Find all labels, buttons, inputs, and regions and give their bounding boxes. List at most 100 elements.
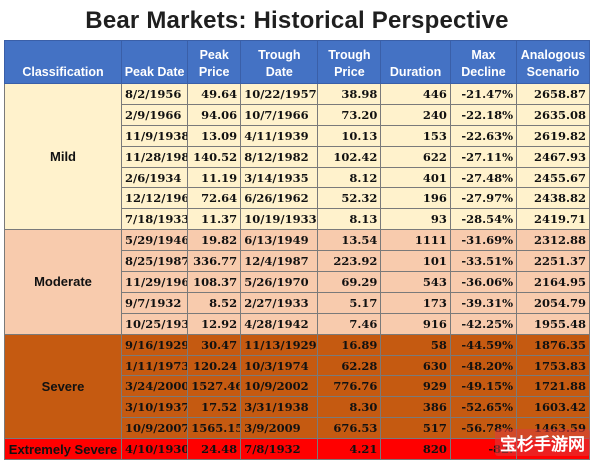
cell-peak-price: 11.37 bbox=[187, 208, 242, 231]
cell-analogous-scenario: 1753.83 bbox=[516, 354, 590, 377]
cell-trough-date: 4/11/1939 bbox=[240, 124, 319, 147]
cell-peak-price: 24.48 bbox=[187, 438, 242, 461]
cell-trough-price: 69.29 bbox=[317, 271, 382, 293]
cell-max-decline: -48.20% bbox=[449, 354, 518, 377]
cell-max-decline: -21.47% bbox=[449, 83, 518, 105]
cell-peak-price: 140.52 bbox=[187, 145, 242, 168]
cell-max-decline: -27.48% bbox=[449, 166, 518, 189]
cell-duration: 1111 bbox=[380, 229, 451, 252]
cell-peak-price: 12.92 bbox=[187, 312, 242, 335]
cell-peak-date: 12/12/1961 bbox=[120, 187, 189, 210]
table-row: 2/6/1934 11.19 3/14/1935 8.12 401 -27.48% 2455… bbox=[5, 166, 590, 189]
cell-analogous-scenario: 1603.42 bbox=[516, 396, 590, 419]
table-row: 1/11/1973 120.24 10/3/1974 62.28 630 -48.20% 1… bbox=[5, 354, 590, 377]
cell-analogous-scenario: 2658.87 bbox=[516, 83, 590, 105]
cell-analogous-scenario: 2455.67 bbox=[516, 166, 590, 189]
cell-trough-date: 12/4/1987 bbox=[240, 250, 319, 273]
classification-severe: Severe bbox=[4, 333, 122, 440]
cell-trough-price: 7.46 bbox=[317, 312, 382, 335]
cell-trough-date: 8/12/1982 bbox=[240, 145, 319, 168]
cell-peak-price: 1565.15 bbox=[187, 417, 242, 440]
cell-duration: 386 bbox=[380, 396, 451, 419]
cell-peak-price: 11.19 bbox=[187, 166, 242, 189]
classification-moderate: Moderate bbox=[4, 229, 122, 335]
cell-peak-date: 8/25/1987 bbox=[120, 250, 189, 273]
cell-duration: 93 bbox=[380, 208, 451, 231]
bear-markets-table: Classification Peak Date Peak Price Trou… bbox=[4, 40, 590, 461]
table-row: Severe 9/16/1929 30.47 11/13/1929 16.89 58 -44… bbox=[4, 333, 590, 440]
table-row: 11/9/1938 13.09 4/11/1939 10.13 153 -22.63% 26… bbox=[5, 124, 590, 147]
cell-peak-price: 108.37 bbox=[187, 271, 242, 293]
cell-trough-price: 62.28 bbox=[317, 354, 382, 377]
cell-max-decline: -36.06% bbox=[449, 271, 518, 293]
cell-max-decline: -33.51% bbox=[449, 250, 518, 273]
cell-trough-date: 4/28/1942 bbox=[240, 312, 319, 335]
cell-max-decline: -52.65% bbox=[449, 396, 518, 419]
cell-analogous-scenario: 2467.93 bbox=[516, 145, 590, 168]
cell-duration: 929 bbox=[380, 375, 451, 398]
cell-max-decline: -22.18% bbox=[449, 103, 518, 126]
table-row: Mild 8/2/1956 49.64 10/22/1957 38.98 446 -21.4… bbox=[4, 82, 590, 231]
cell-peak-date: 3/24/2000 bbox=[120, 375, 189, 398]
cell-trough-date: 10/9/2002 bbox=[240, 375, 319, 398]
cell-peak-date: 11/9/1938 bbox=[120, 124, 189, 147]
cell-duration: 240 bbox=[380, 103, 451, 126]
cell-peak-price: 49.64 bbox=[187, 83, 242, 105]
cell-analogous-scenario: 2619.82 bbox=[516, 124, 590, 147]
cell-duration: 401 bbox=[380, 166, 451, 189]
cell-peak-price: 17.52 bbox=[187, 396, 242, 419]
cell-max-decline: -42.25% bbox=[449, 312, 518, 335]
cell-max-decline: -49.15% bbox=[449, 375, 518, 398]
cell-duration: 58 bbox=[380, 333, 451, 356]
cell-peak-price: 72.64 bbox=[187, 187, 242, 210]
cell-peak-date: 2/6/1934 bbox=[120, 166, 189, 189]
cell-trough-price: 676.53 bbox=[317, 417, 382, 440]
cell-trough-date: 5/26/1970 bbox=[240, 271, 319, 293]
table-row: 11/28/1980140.528/12/1982102.42622-27.11… bbox=[5, 145, 590, 168]
cell-duration: 916 bbox=[380, 312, 451, 335]
cell-trough-price: 8.13 bbox=[317, 208, 382, 231]
table-row: 3/24/2000 1527.46 10/9/2002 776.76 929 -49.15… bbox=[5, 375, 590, 398]
column-header-classification: Classification bbox=[4, 40, 122, 84]
cell-analogous-scenario: 2635.08 bbox=[516, 103, 590, 126]
cell-max-decline: -39.31% bbox=[449, 291, 518, 314]
cell-trough-date: 10/22/1957 bbox=[240, 83, 319, 105]
cell-duration: 543 bbox=[380, 271, 451, 293]
cell-duration: 173 bbox=[380, 291, 451, 314]
cell-trough-price: 5.17 bbox=[317, 291, 382, 314]
cell-peak-price: 94.06 bbox=[187, 103, 242, 126]
cell-analogous-scenario: 2251.37 bbox=[516, 250, 590, 273]
cell-peak-price: 8.52 bbox=[187, 291, 242, 314]
table-row: 10/25/193912.924/28/19427.46916-42.25%19… bbox=[5, 312, 590, 335]
cell-trough-date: 10/3/1974 bbox=[240, 354, 319, 377]
header-row: Classification Peak Date Peak Price Trou… bbox=[4, 40, 590, 84]
cell-peak-price: 30.47 bbox=[187, 333, 242, 356]
cell-duration: 153 bbox=[380, 124, 451, 147]
cell-peak-date: 11/28/1980 bbox=[120, 145, 189, 168]
cell-max-decline: -27.97% bbox=[449, 187, 518, 210]
cell-peak-date: 7/18/1933 bbox=[120, 208, 189, 231]
column-header-trough-price: Trough Price bbox=[317, 40, 382, 84]
cell-trough-date: 7/8/1932 bbox=[240, 438, 319, 461]
cell-peak-date: 4/10/1930 bbox=[120, 438, 189, 461]
cell-duration: 622 bbox=[380, 145, 451, 168]
cell-analogous-scenario: 1876.35 bbox=[516, 333, 590, 356]
cell-peak-date: 11/29/1968 bbox=[120, 271, 189, 293]
cell-trough-price: 52.32 bbox=[317, 187, 382, 210]
cell-analogous-scenario: 2312.88 bbox=[516, 229, 590, 252]
column-header-duration: Duration bbox=[380, 40, 451, 84]
classification-extreme: Extremely Severe bbox=[4, 438, 122, 461]
cell-peak-date: 10/25/1939 bbox=[120, 312, 189, 335]
cell-max-decline: -44.59% bbox=[449, 333, 518, 356]
cell-trough-price: 8.30 bbox=[317, 396, 382, 419]
watermark-logo: 宝杉手游网 bbox=[495, 429, 590, 456]
cell-peak-price: 336.77 bbox=[187, 250, 242, 273]
cell-trough-date: 3/14/1935 bbox=[240, 166, 319, 189]
table-row: 7/18/1933 11.37 10/19/1933 8.13 93 -28.54% 241… bbox=[5, 208, 590, 231]
cell-peak-price: 120.24 bbox=[187, 354, 242, 377]
cell-analogous-scenario: 2438.82 bbox=[516, 187, 590, 210]
cell-peak-date: 9/16/1929 bbox=[120, 333, 189, 356]
cell-trough-price: 223.92 bbox=[317, 250, 382, 273]
cell-peak-price: 1527.46 bbox=[187, 375, 242, 398]
cell-trough-date: 2/27/1933 bbox=[240, 291, 319, 314]
